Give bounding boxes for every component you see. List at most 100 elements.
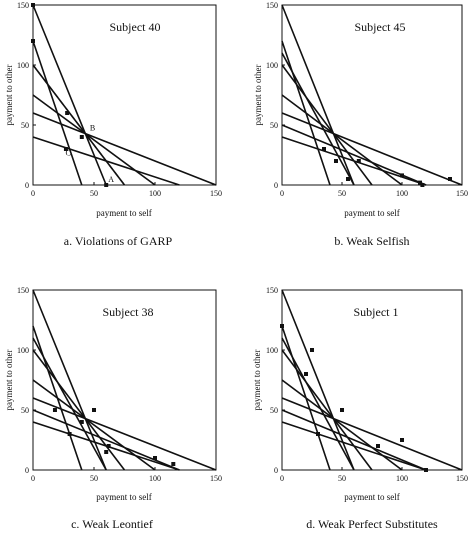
point-label: A <box>108 175 114 184</box>
panel-c-ylabel: payment to other <box>4 350 14 411</box>
x-tick-label: 100 <box>396 474 408 483</box>
budget-line <box>32 397 217 471</box>
y-tick-label: 0 <box>274 181 278 190</box>
panel-c-marks: 0 50 100 150 0 50 100 150 <box>17 286 222 483</box>
x-tick-label: 150 <box>456 189 468 198</box>
choice-point <box>310 348 314 352</box>
choice-point <box>67 432 72 436</box>
panel-c-title: Subject 38 <box>103 305 154 319</box>
budget-line <box>32 112 217 186</box>
panel-a-ylabel: payment to other <box>4 65 14 126</box>
choice-point <box>448 177 452 181</box>
x-tick-label: 0 <box>280 189 284 198</box>
choice-point <box>340 408 344 412</box>
y-tick-label: 150 <box>17 1 29 10</box>
y-tick-label: 100 <box>17 346 29 355</box>
panel-c: Subject 38 payment to self payment to ot… <box>4 286 222 531</box>
panel-a-xlabel: payment to self <box>96 208 152 218</box>
panel-d-caption: d. Weak Perfect Substitutes <box>306 517 438 531</box>
x-tick-label: 0 <box>31 189 35 198</box>
choice-point <box>171 462 176 466</box>
choice-point <box>79 135 84 139</box>
y-tick-label: 0 <box>25 181 29 190</box>
budget-line <box>32 337 107 471</box>
dashed-budget-line <box>32 64 126 186</box>
panel-d-xlabel: payment to self <box>344 492 400 502</box>
budget-line <box>281 349 373 471</box>
panel-d-ylabel: payment to other <box>252 350 262 411</box>
y-tick-label: 50 <box>21 406 29 415</box>
choice-point <box>424 468 428 472</box>
choice-point <box>420 183 425 187</box>
panel-d-marks: 0 50 100 150 0 50 100 150 <box>266 286 468 483</box>
budget-line <box>32 289 107 471</box>
panel-a-title: Subject 40 <box>110 20 161 34</box>
budget-line <box>281 337 355 471</box>
x-tick-label: 150 <box>456 474 468 483</box>
x-tick-label: 100 <box>149 189 161 198</box>
panel-a-caption: a. Violations of GARP <box>64 234 173 248</box>
x-tick-label: 50 <box>90 189 98 198</box>
panel-b-xlabel: payment to self <box>344 208 400 218</box>
x-tick-label: 50 <box>338 474 346 483</box>
budget-line <box>281 397 463 471</box>
y-tick-label: 100 <box>266 61 278 70</box>
choice-point <box>346 177 350 181</box>
x-tick-label: 50 <box>90 474 98 483</box>
panel-c-xlabel: payment to self <box>96 492 152 502</box>
choice-point <box>153 456 157 460</box>
point-label: B <box>90 123 95 132</box>
x-tick-label: 0 <box>280 474 284 483</box>
point-label: C <box>66 149 71 158</box>
budget-line <box>281 421 427 471</box>
budget-line <box>281 112 463 186</box>
choice-point <box>104 450 109 454</box>
panel-d-title: Subject 1 <box>354 305 399 319</box>
y-tick-label: 150 <box>266 1 278 10</box>
choice-point <box>316 432 320 436</box>
choice-point <box>104 183 109 187</box>
panel-b-ylabel: payment to other <box>253 65 263 126</box>
panel-a: Subject 40 payment to self payment to ot… <box>4 1 222 248</box>
budget-line <box>281 52 355 186</box>
y-tick-label: 50 <box>270 406 278 415</box>
budget-line <box>32 349 126 471</box>
budget-line <box>281 4 355 186</box>
budget-line <box>281 124 427 186</box>
choice-point <box>31 3 35 7</box>
choice-point <box>356 159 361 163</box>
y-tick-label: 100 <box>17 61 29 70</box>
budget-line <box>32 4 107 186</box>
y-tick-label: 50 <box>270 121 278 130</box>
choice-point <box>31 39 35 43</box>
budget-line <box>281 289 355 471</box>
panel-b-marks: 0 50 100 150 0 50 100 150 <box>266 1 468 198</box>
choice-point <box>334 159 338 163</box>
choice-point <box>376 444 380 448</box>
budget-line <box>281 409 427 471</box>
choice-point <box>322 147 326 151</box>
panel-a-marks: 0 50 100 150 0 50 100 150 A B C <box>17 1 222 198</box>
x-tick-label: 150 <box>210 189 222 198</box>
budget-line <box>281 136 427 186</box>
choice-point <box>280 324 284 328</box>
choice-point <box>400 173 404 178</box>
x-tick-label: 100 <box>149 474 161 483</box>
choice-point <box>418 180 422 185</box>
x-tick-label: 150 <box>210 474 222 483</box>
x-tick-label: 0 <box>31 474 35 483</box>
x-tick-label: 50 <box>338 189 346 198</box>
choice-point <box>400 438 404 442</box>
budget-line <box>32 421 180 471</box>
panel-c-caption: c. Weak Leontief <box>71 517 153 531</box>
y-tick-label: 150 <box>17 286 29 295</box>
y-tick-label: 100 <box>266 346 278 355</box>
y-tick-label: 0 <box>25 466 29 475</box>
choice-point <box>63 147 68 151</box>
panel-b-caption: b. Weak Selfish <box>334 234 409 248</box>
choice-point <box>92 408 96 412</box>
y-tick-label: 150 <box>266 286 278 295</box>
panel-b: Subject 45 payment to self payment to ot… <box>253 1 468 248</box>
y-tick-label: 0 <box>274 466 278 475</box>
